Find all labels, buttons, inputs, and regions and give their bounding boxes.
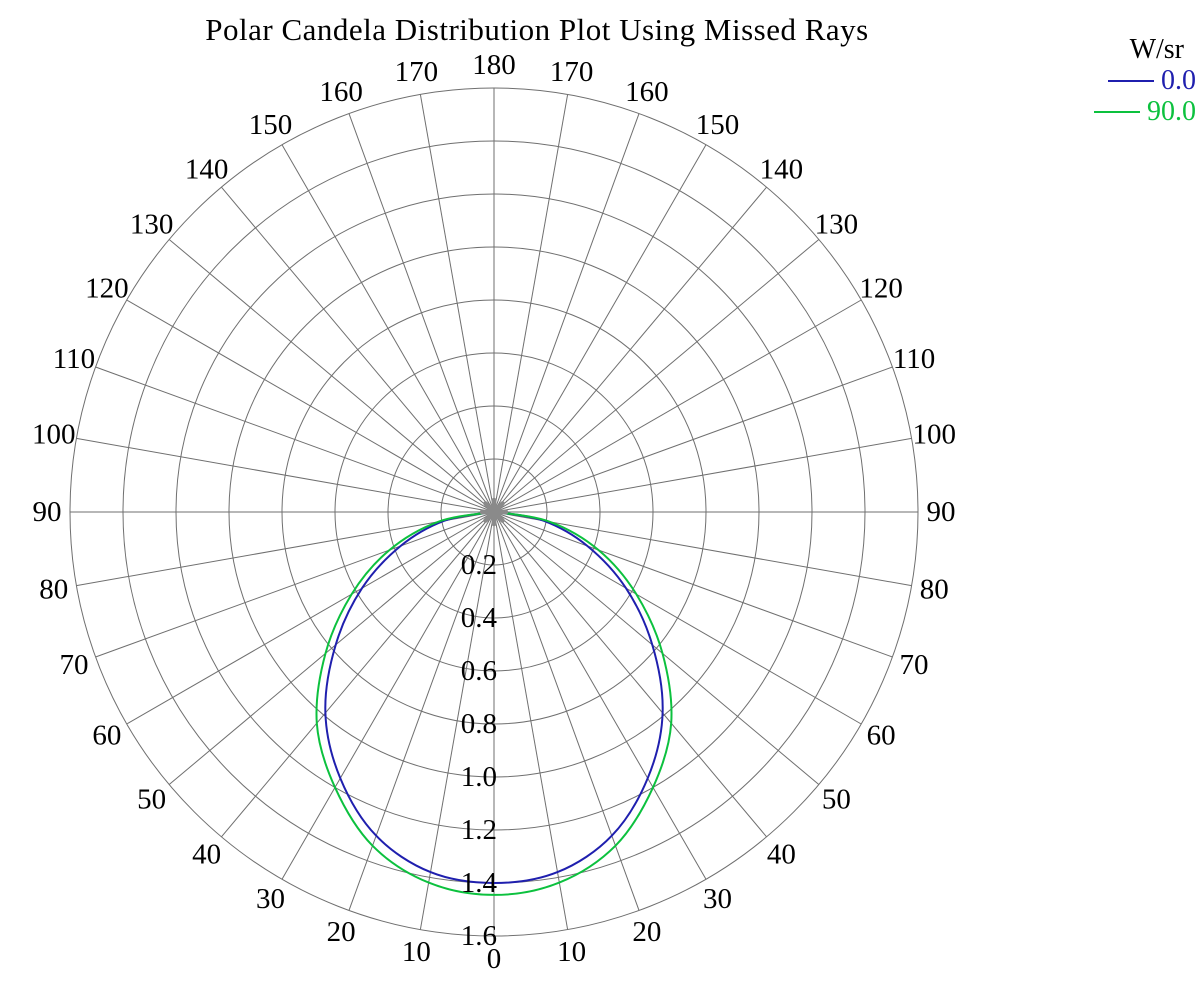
grid-spoke — [493, 511, 912, 587]
grid-spoke — [168, 239, 495, 513]
angle-tick-label: 160 — [625, 76, 669, 108]
grid-spoke — [419, 511, 495, 930]
angle-tick-label: 30 — [703, 883, 732, 915]
grid-spoke — [493, 299, 862, 513]
angle-tick-label: 150 — [249, 109, 293, 141]
angle-tick-label: 50 — [137, 783, 166, 815]
grid-spoke — [168, 511, 495, 785]
grid-spoke — [493, 113, 640, 513]
grid-spoke — [493, 511, 862, 725]
angle-tick-label: 10 — [402, 936, 431, 968]
angle-tick-label: 170 — [395, 56, 439, 88]
grid-spoke — [493, 437, 912, 513]
series-curve-0.0 — [324, 511, 664, 885]
grid-spoke — [493, 511, 640, 911]
legend: W/sr 0.0 90.0 — [1052, 34, 1196, 127]
legend-line-swatch-blue — [1108, 79, 1154, 82]
radial-tick-label: 1.2 — [461, 814, 497, 846]
angle-tick-label: 0 — [487, 943, 502, 975]
legend-entry-0deg-plane: 0.0 — [1052, 65, 1196, 96]
grid-spoke — [493, 94, 569, 513]
grid-spoke — [95, 366, 495, 513]
radial-tick-label: 1.4 — [461, 867, 498, 899]
radial-tick-label: 0.6 — [461, 655, 497, 687]
angle-tick-label: 60 — [867, 720, 896, 752]
radial-tick-label: 0.2 — [461, 549, 497, 581]
grid-spoke — [493, 511, 569, 930]
grid-spoke — [281, 144, 495, 513]
legend-line-swatch-green — [1094, 110, 1140, 113]
grid-spoke — [348, 511, 495, 911]
angle-tick-label: 80 — [39, 574, 68, 606]
grid-spoke — [493, 511, 820, 785]
grid-spoke — [281, 511, 495, 880]
angle-tick-label: 30 — [256, 883, 285, 915]
angle-tick-label: 120 — [859, 273, 903, 305]
angle-tick-label: 140 — [760, 154, 804, 186]
grid-spoke — [493, 511, 707, 880]
legend-entry-90deg-plane: 90.0 — [1052, 96, 1196, 127]
grid-spoke — [221, 511, 495, 838]
grid-spoke — [493, 144, 707, 513]
angle-tick-label: 70 — [59, 649, 88, 681]
angle-tick-label: 100 — [32, 418, 76, 450]
angle-tick-label: 160 — [319, 76, 363, 108]
grid-spoke — [221, 186, 495, 513]
angle-tick-label: 90 — [33, 496, 62, 528]
angle-tick-label: 80 — [920, 574, 949, 606]
angle-tick-label: 100 — [912, 418, 956, 450]
angle-tick-label: 180 — [472, 49, 516, 81]
angle-tick-label: 150 — [696, 109, 740, 141]
radial-tick-label: 0.8 — [461, 708, 497, 740]
grid-spoke — [348, 113, 495, 513]
center-marker — [486, 504, 502, 520]
angle-tick-label: 50 — [822, 783, 851, 815]
angle-tick-label: 70 — [900, 649, 929, 681]
grid-spoke — [493, 239, 820, 513]
angle-tick-label: 40 — [192, 838, 221, 870]
angle-tick-label: 130 — [130, 209, 174, 241]
angle-tick-label: 170 — [550, 56, 594, 88]
radial-tick-label: 0.4 — [461, 602, 498, 634]
angle-tick-label: 90 — [927, 496, 956, 528]
series-curve-90.0 — [315, 511, 673, 896]
grid-spoke — [493, 511, 893, 658]
grid-spoke — [76, 511, 495, 587]
grid-spoke — [493, 186, 767, 513]
angle-tick-label: 10 — [557, 936, 586, 968]
angle-tick-label: 20 — [327, 916, 356, 948]
grid-spoke — [493, 511, 767, 838]
angle-tick-label: 20 — [632, 916, 661, 948]
grid-spoke — [126, 299, 495, 513]
grid-spoke — [76, 437, 495, 513]
chart-title: Polar Candela Distribution Plot Using Mi… — [205, 12, 869, 47]
radial-tick-label: 1.6 — [461, 920, 497, 952]
angle-tick-label: 110 — [53, 343, 95, 375]
legend-entry-label: 0.0 — [1161, 65, 1196, 96]
grid-spoke — [95, 511, 495, 658]
angle-tick-label: 110 — [893, 343, 935, 375]
angle-tick-label: 130 — [815, 209, 859, 241]
legend-units-label: W/sr — [1129, 34, 1184, 65]
radial-tick-label: 1.0 — [461, 761, 497, 793]
grid-spoke — [493, 366, 893, 513]
angle-tick-label: 140 — [185, 154, 229, 186]
angle-tick-label: 120 — [85, 273, 129, 305]
angle-tick-label: 40 — [767, 838, 796, 870]
legend-entry-label: 90.0 — [1147, 96, 1196, 127]
grid-spoke — [419, 94, 495, 513]
grid-spoke — [126, 511, 495, 725]
angle-tick-label: 60 — [92, 720, 121, 752]
